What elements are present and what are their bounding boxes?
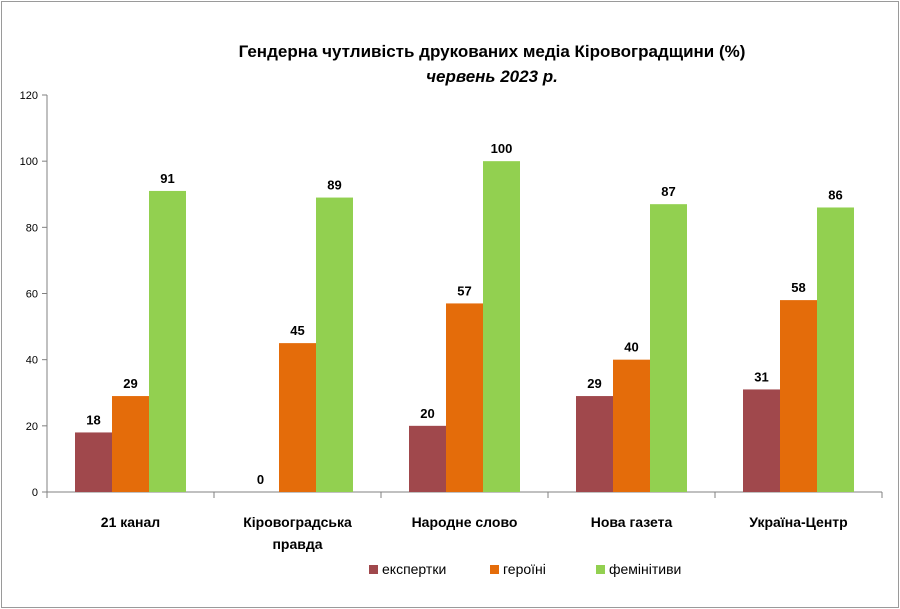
category-label: Нова газета [591,514,673,530]
y-tick-label: 20 [26,421,38,433]
data-label: 89 [327,178,341,193]
data-label: 58 [791,280,805,295]
y-tick-label: 60 [26,289,38,301]
data-label: 57 [457,283,471,298]
bar [483,161,520,492]
bar [576,396,613,492]
bar [149,190,186,493]
category-label: Україна-Центр [749,514,847,530]
data-label: 0 [257,472,264,487]
bar [743,389,780,492]
bar [279,343,316,492]
legend-label: фемінітиви [609,561,681,577]
y-tick-label: 0 [32,487,38,499]
legend-swatch [369,565,378,574]
data-label: 87 [661,184,675,199]
data-label: 91 [160,171,174,186]
y-tick-label: 100 [20,156,38,168]
bar [613,359,650,492]
bar [650,204,687,493]
data-label: 40 [624,340,638,355]
data-label: 31 [754,369,768,384]
data-label: 86 [828,187,842,202]
legend-swatch [596,565,605,574]
data-label: 20 [420,406,434,421]
bar [75,432,112,492]
chart-subtitle: червень 2023 р. [426,67,558,86]
data-label: 29 [587,376,601,391]
chart-title: Гендерна чутливість друкованих медіа Кір… [238,42,746,61]
legend-swatch [490,565,499,574]
y-tick-label: 40 [26,355,38,367]
bar [780,300,817,492]
category-label: Народне слово [412,514,518,530]
bar [112,396,149,492]
category-label: 21 канал [101,514,160,530]
bar [817,207,854,492]
category-label: Кіровоградська [243,514,352,530]
bar [409,425,446,492]
category-label: правда [272,536,322,552]
data-label: 100 [491,141,513,156]
data-label: 18 [86,412,100,427]
legend-label: експертки [382,561,446,577]
bar [446,303,483,492]
data-label: 29 [123,376,137,391]
y-tick-label: 80 [26,222,38,234]
bar [316,197,353,492]
data-label: 45 [290,323,304,338]
y-tick-label: 120 [20,90,38,102]
legend-label: героїні [503,561,546,577]
